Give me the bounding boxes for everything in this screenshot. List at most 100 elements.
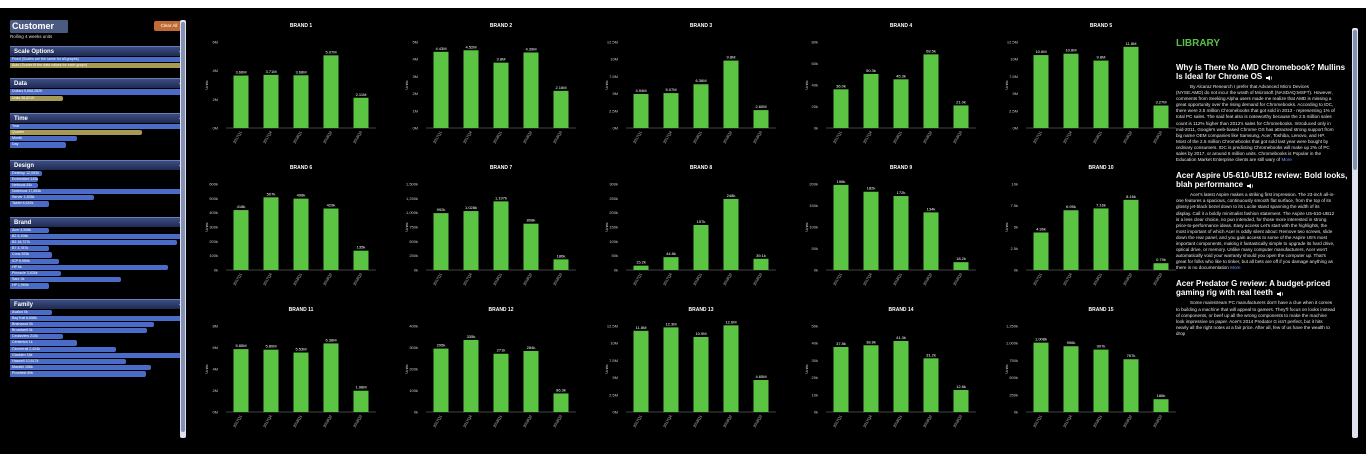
filter-option[interactable]: Plowfield 89k — [10, 371, 146, 377]
bar[interactable] — [493, 201, 509, 270]
bar[interactable] — [493, 62, 509, 128]
bar[interactable] — [433, 213, 449, 270]
bar[interactable] — [833, 89, 849, 128]
section-header[interactable]: Design⌄ — [10, 159, 186, 170]
bar[interactable] — [863, 345, 879, 412]
bar[interactable] — [893, 340, 909, 412]
bar[interactable] — [693, 224, 709, 270]
bar[interactable] — [923, 212, 939, 270]
bar[interactable] — [293, 198, 309, 270]
bar[interactable] — [233, 349, 249, 412]
bar[interactable] — [523, 223, 539, 270]
article-title[interactable]: Acer Predator G review: A budget-priced … — [1176, 279, 1348, 297]
bar[interactable] — [833, 184, 849, 270]
bar[interactable] — [323, 343, 339, 412]
bar[interactable] — [1153, 263, 1169, 270]
article-title[interactable]: Why is There No AMD Chromebook? Mullins … — [1176, 63, 1348, 81]
bar[interactable] — [353, 250, 369, 270]
bar[interactable] — [353, 390, 369, 412]
bar[interactable] — [523, 52, 539, 128]
bar[interactable] — [663, 257, 679, 270]
bar[interactable] — [293, 352, 309, 412]
bar[interactable] — [1153, 105, 1169, 128]
filter-option[interactable]: BayTrail 6,656k — [10, 315, 186, 321]
article-title[interactable]: Acer Aspire U5-610-UB12 review: Bold loo… — [1176, 171, 1348, 189]
bar[interactable] — [463, 211, 479, 270]
filter-option[interactable]: B3 18,727k — [10, 240, 178, 246]
bar[interactable] — [1153, 399, 1169, 412]
filter-option[interactable]: HP 1,960k — [10, 283, 49, 289]
bar[interactable] — [723, 60, 739, 128]
bar[interactable] — [263, 74, 279, 128]
bar[interactable] — [493, 353, 509, 412]
filter-option[interactable]: Acer 4,598k — [10, 227, 49, 233]
filter-option[interactable]: Day — [10, 142, 67, 148]
filter-option[interactable]: Server 1,835k — [10, 195, 95, 201]
bar[interactable] — [753, 110, 769, 128]
bar[interactable] — [893, 79, 909, 128]
bar[interactable] — [553, 259, 569, 270]
filter-option[interactable]: Units 38,821K — [10, 95, 63, 101]
bar[interactable] — [1063, 210, 1079, 270]
bar[interactable] — [1063, 53, 1079, 128]
filter-option[interactable]: Month — [10, 136, 77, 142]
bar[interactable] — [633, 94, 649, 128]
bar[interactable] — [263, 349, 279, 412]
bar[interactable] — [1123, 46, 1139, 128]
filter-option[interactable]: B2 5,198k — [10, 233, 186, 239]
filter-option[interactable]: Auto (Scales fit the data values for eac… — [10, 63, 186, 69]
bar[interactable] — [953, 262, 969, 270]
filter-option[interactable]: Marathi 156k — [10, 365, 151, 371]
bar[interactable] — [1033, 232, 1049, 270]
bar[interactable] — [1123, 359, 1139, 412]
bar[interactable] — [833, 346, 849, 412]
bar[interactable] — [463, 50, 479, 129]
bar[interactable] — [263, 197, 279, 270]
filter-option[interactable]: Year — [10, 123, 186, 129]
filter-option[interactable]: Desktop 12,083k — [10, 170, 42, 176]
bar[interactable] — [633, 265, 649, 270]
bar[interactable] — [293, 75, 309, 128]
bar[interactable] — [553, 393, 569, 412]
filter-option[interactable]: Quarter — [10, 129, 142, 136]
filter-option[interactable]: Gladden 16k — [10, 352, 186, 358]
filter-option[interactable]: B7 3,787k — [10, 246, 49, 252]
section-header[interactable]: Brand⌄ — [10, 216, 186, 227]
filter-option[interactable]: HP 6k — [10, 264, 169, 270]
bar[interactable] — [433, 51, 449, 128]
bar[interactable] — [693, 84, 709, 128]
bar[interactable] — [323, 55, 339, 128]
speaker-icon[interactable] — [1276, 290, 1285, 297]
bar[interactable] — [1123, 199, 1139, 270]
bar[interactable] — [863, 191, 879, 270]
bar[interactable] — [923, 358, 939, 412]
filter-option[interactable]: Sanr 0k — [10, 277, 121, 283]
filter-option[interactable]: Fixed (Scales are the same for all graph… — [10, 57, 186, 63]
bar[interactable] — [233, 210, 249, 270]
filter-option[interactable]: Centerton 1k — [10, 340, 77, 346]
filter-option[interactable]: Cons 393k — [10, 252, 53, 258]
bar[interactable] — [723, 325, 739, 412]
bar[interactable] — [693, 337, 709, 412]
filter-option[interactable]: Broadwell 0k — [10, 328, 148, 334]
library-scroll-thumb[interactable] — [1353, 30, 1357, 170]
filter-option[interactable]: ICP 8,959k — [10, 258, 60, 264]
bar[interactable] — [723, 198, 739, 270]
filter-option[interactable]: Haswell 10,617k — [10, 359, 127, 365]
library-scrollbar[interactable] — [1352, 28, 1358, 438]
bar[interactable] — [663, 327, 679, 412]
speaker-icon[interactable] — [1266, 74, 1274, 81]
bar[interactable] — [923, 54, 939, 128]
bar[interactable] — [323, 208, 339, 270]
bar[interactable] — [1093, 208, 1109, 270]
section-header[interactable]: Data⌄ — [10, 78, 186, 89]
more-link[interactable]: More — [1230, 265, 1241, 271]
filter-option[interactable]: Notebook 17,853k — [10, 189, 186, 195]
section-header[interactable]: Time⌄ — [10, 112, 186, 123]
bar[interactable] — [433, 348, 449, 412]
bar[interactable] — [1093, 60, 1109, 128]
bar[interactable] — [1063, 346, 1079, 412]
filter-option[interactable]: Cedarview 210k — [10, 334, 63, 340]
sidebar-scroll-thumb[interactable] — [181, 22, 185, 432]
section-header[interactable]: Scale Options⌄ — [10, 46, 186, 56]
